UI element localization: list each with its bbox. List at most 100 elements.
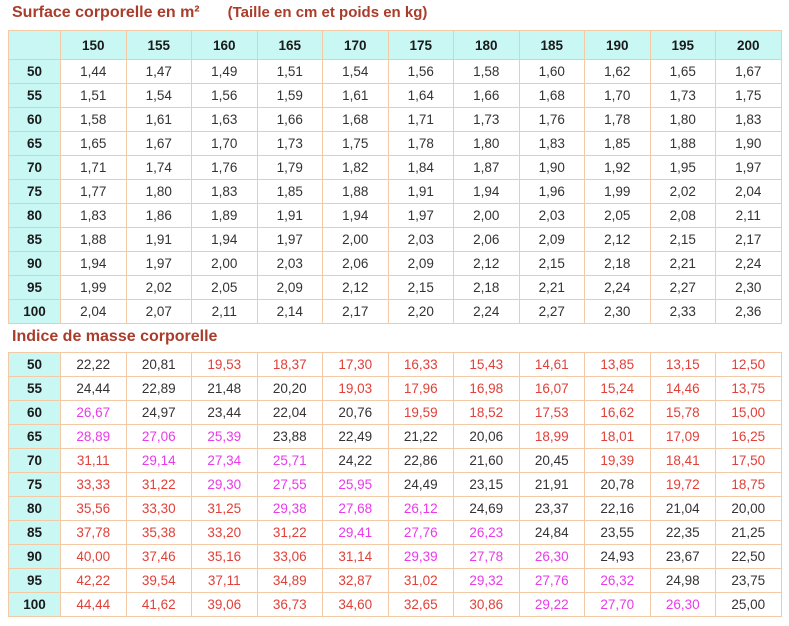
bmi-cell: 25,39 <box>191 424 258 449</box>
bsa-cell: 1,94 <box>322 203 389 228</box>
bsa-cell: 1,51 <box>256 59 323 84</box>
bsa-cell: 1,66 <box>256 107 323 132</box>
bsa-cell: 2,27 <box>518 299 585 324</box>
bmi-cell: 19,72 <box>649 472 716 497</box>
bsa-cell: 1,91 <box>125 227 192 252</box>
bsa-cell: 1,60 <box>518 59 585 84</box>
bsa-cell: 2,00 <box>453 203 520 228</box>
table-row: 70 1,71 1,74 1,76 1,79 1,82 1,84 1,87 1,90 1,92 1,… <box>8 155 782 180</box>
bmi-cell: 14,61 <box>518 352 585 377</box>
bsa-cell: 2,15 <box>649 227 716 252</box>
bsa-cell: 2,12 <box>584 227 651 252</box>
bmi-cell: 17,30 <box>322 352 389 377</box>
row-header-weight-90: 90 <box>8 251 61 276</box>
bsa-cell: 1,90 <box>715 131 782 156</box>
bsa-cell: 1,61 <box>322 83 389 108</box>
bmi-cell: 21,91 <box>518 472 585 497</box>
bmi-cell: 37,78 <box>60 520 127 545</box>
bsa-cell: 2,24 <box>453 299 520 324</box>
bmi-cell: 12,50 <box>715 352 782 377</box>
bsa-cell: 1,73 <box>453 107 520 132</box>
bmi-cell: 28,89 <box>60 424 127 449</box>
bsa-cell: 1,54 <box>322 59 389 84</box>
bmi-cell: 29,30 <box>191 472 258 497</box>
bmi-cell: 31,11 <box>60 448 127 473</box>
bsa-cell: 2,03 <box>387 227 454 252</box>
bmi-cell: 24,98 <box>649 568 716 593</box>
bmi-cell: 14,46 <box>649 376 716 401</box>
bsa-cell: 1,73 <box>649 83 716 108</box>
table-row: 85 1,88 1,91 1,94 1,97 2,00 2,03 2,06 2,09 2,12 2,… <box>8 227 782 252</box>
table-row: 95 42,22 39,54 37,11 34,89 32,87 31,02 29,32 27,… <box>8 568 782 593</box>
bsa-cell: 1,66 <box>453 83 520 108</box>
bsa-cell: 1,97 <box>256 227 323 252</box>
table-row: 90 1,94 1,97 2,00 2,03 2,06 2,09 2,12 2,15 2,18 2,… <box>8 251 782 276</box>
bsa-cell: 2,27 <box>649 275 716 300</box>
bsa-cell: 1,44 <box>60 59 127 84</box>
bmi-cell: 19,03 <box>322 376 389 401</box>
bmi-cell: 22,04 <box>256 400 323 425</box>
col-header-height-200: 200 <box>715 30 782 60</box>
bsa-cell: 2,11 <box>191 299 258 324</box>
col-header-height-155: 155 <box>125 30 192 60</box>
bsa-cell: 1,83 <box>715 107 782 132</box>
bsa-cell: 1,76 <box>191 155 258 180</box>
bsa-cell: 1,89 <box>191 203 258 228</box>
bmi-cell: 21,25 <box>715 520 782 545</box>
bsa-cell: 1,70 <box>584 83 651 108</box>
bmi-cell: 25,95 <box>322 472 389 497</box>
bmi-cell: 24,49 <box>387 472 454 497</box>
row-header-weight-55: 55 <box>8 376 61 401</box>
bsa-cell: 1,51 <box>60 83 127 108</box>
row-header-weight-70: 70 <box>8 155 61 180</box>
bsa-cell: 2,00 <box>322 227 389 252</box>
row-header-weight-55: 55 <box>8 83 61 108</box>
bmi-cell: 26,30 <box>518 544 585 569</box>
bmi-cell: 20,76 <box>322 400 389 425</box>
bmi-cell: 20,45 <box>518 448 585 473</box>
bsa-cell: 2,04 <box>715 179 782 204</box>
bsa-cell: 2,04 <box>60 299 127 324</box>
bmi-table: 50 22,22 20,81 19,53 18,37 17,30 16,33 15,43 14,… <box>8 352 782 617</box>
table-row: 50 1,44 1,47 1,49 1,51 1,54 1,56 1,58 1,60 1,62 1,… <box>8 59 782 84</box>
bsa-cell: 2,24 <box>715 251 782 276</box>
bsa-cell: 2,24 <box>584 275 651 300</box>
row-header-weight-90: 90 <box>8 544 61 569</box>
bsa-cell: 1,65 <box>60 131 127 156</box>
bmi-cell: 27,76 <box>518 568 585 593</box>
bsa-cell: 1,83 <box>191 179 258 204</box>
bsa-cell: 1,56 <box>387 59 454 84</box>
bsa-cell: 1,59 <box>256 83 323 108</box>
bmi-cell: 20,20 <box>256 376 323 401</box>
bsa-cell: 2,20 <box>387 299 454 324</box>
bsa-cell: 1,68 <box>518 83 585 108</box>
bsa-cell: 1,75 <box>715 83 782 108</box>
row-header-weight-60: 60 <box>8 400 61 425</box>
bmi-cell: 31,25 <box>191 496 258 521</box>
bsa-cell: 2,15 <box>518 251 585 276</box>
row-header-weight-60: 60 <box>8 107 61 132</box>
bmi-cell: 16,07 <box>518 376 585 401</box>
bmi-cell: 33,30 <box>125 496 192 521</box>
row-header-weight-65: 65 <box>8 131 61 156</box>
bmi-cell: 33,33 <box>60 472 127 497</box>
bsa-cell: 2,18 <box>584 251 651 276</box>
bmi-cell: 33,20 <box>191 520 258 545</box>
bmi-cell: 29,32 <box>453 568 520 593</box>
table-row: 70 31,11 29,14 27,34 25,71 24,22 22,86 21,60 20,… <box>8 448 782 473</box>
bmi-cell: 31,22 <box>256 520 323 545</box>
bsa-cell: 1,88 <box>649 131 716 156</box>
bmi-cell: 19,39 <box>584 448 651 473</box>
bmi-cell: 18,99 <box>518 424 585 449</box>
bsa-cell: 2,15 <box>387 275 454 300</box>
bmi-cell: 20,78 <box>584 472 651 497</box>
bmi-cell: 27,34 <box>191 448 258 473</box>
row-header-weight-70: 70 <box>8 448 61 473</box>
bmi-cell: 31,14 <box>322 544 389 569</box>
col-header-height-195: 195 <box>649 30 716 60</box>
bmi-cell: 18,41 <box>649 448 716 473</box>
bsa-cell: 2,18 <box>453 275 520 300</box>
bmi-cell: 23,75 <box>715 568 782 593</box>
row-header-weight-95: 95 <box>8 275 61 300</box>
